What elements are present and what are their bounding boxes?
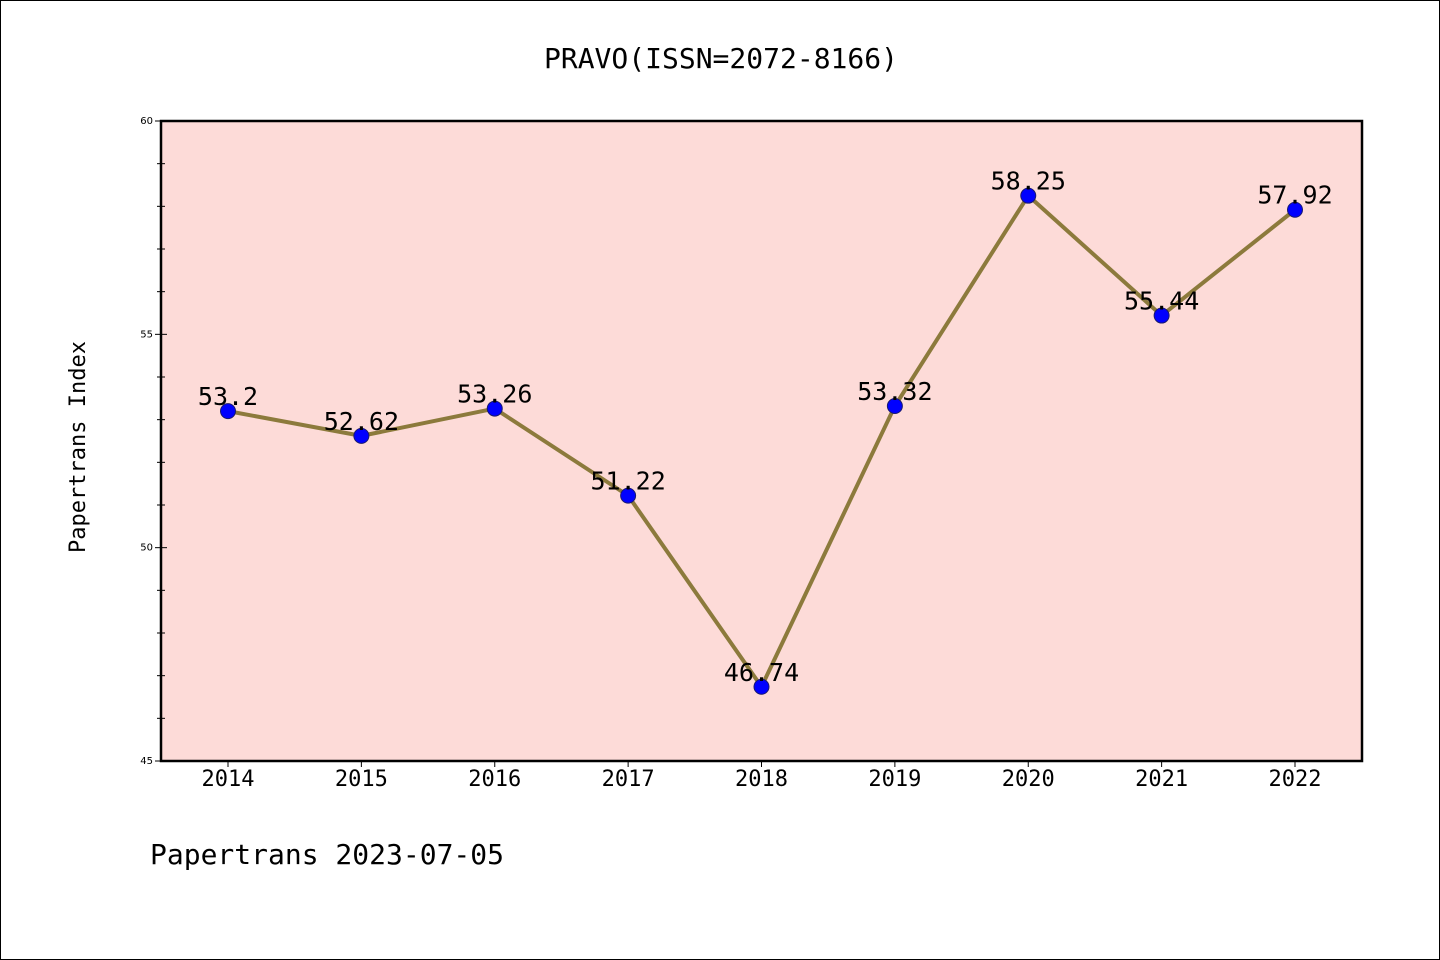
y-tick-label: 60 — [140, 116, 153, 127]
data-point — [1153, 307, 1170, 324]
x-tick-label: 2020 — [1002, 767, 1055, 792]
data-label: 52.62 — [324, 407, 399, 436]
data-point — [886, 398, 903, 415]
data-point — [620, 487, 637, 504]
x-tick-label: 2014 — [202, 767, 255, 792]
x-tick-label: 2022 — [1269, 767, 1322, 792]
y-axis-label: Papertrans Index — [66, 341, 91, 553]
data-point — [1287, 201, 1303, 218]
x-tick-label: 2021 — [1135, 767, 1188, 792]
x-tick-label: 2015 — [335, 767, 388, 792]
data-point — [1020, 187, 1037, 204]
data-label: 51.22 — [590, 467, 665, 496]
x-tick-label: 2018 — [735, 767, 788, 792]
footer-date: Papertrans 2023-07-05 — [150, 838, 504, 871]
y-tick-label: 55 — [140, 329, 153, 340]
data-label: 57.92 — [1257, 181, 1332, 210]
chart-title: PRAVO(ISSN=2072-8166) — [544, 42, 898, 75]
data-labels: 53.2 52.62 53.26 51.22 46.74 53.32 58.25 55.44 5… — [198, 167, 1333, 687]
data-point — [486, 400, 503, 417]
data-point — [353, 427, 370, 444]
x-tick-label: 2019 — [868, 767, 921, 792]
data-point — [220, 403, 236, 420]
x-axis-ticks: 2014 2015 2016 2017 2018 2019 2020 2021 2022 — [202, 761, 1322, 792]
y-tick-label: 45 — [140, 756, 153, 767]
data-label: 53.2 — [198, 382, 258, 411]
data-label: 53.32 — [857, 377, 932, 406]
data-point — [753, 678, 770, 695]
plot-frame — [159, 119, 1364, 763]
x-tick-label: 2017 — [602, 767, 655, 792]
data-label: 53.26 — [457, 380, 532, 409]
data-label: 55.44 — [1124, 287, 1199, 316]
x-tick-label: 2016 — [468, 767, 521, 792]
y-tick-label: 50 — [140, 543, 153, 554]
data-label: 58.25 — [991, 167, 1066, 196]
data-markers — [220, 187, 1303, 695]
data-label: 46.74 — [724, 658, 799, 687]
